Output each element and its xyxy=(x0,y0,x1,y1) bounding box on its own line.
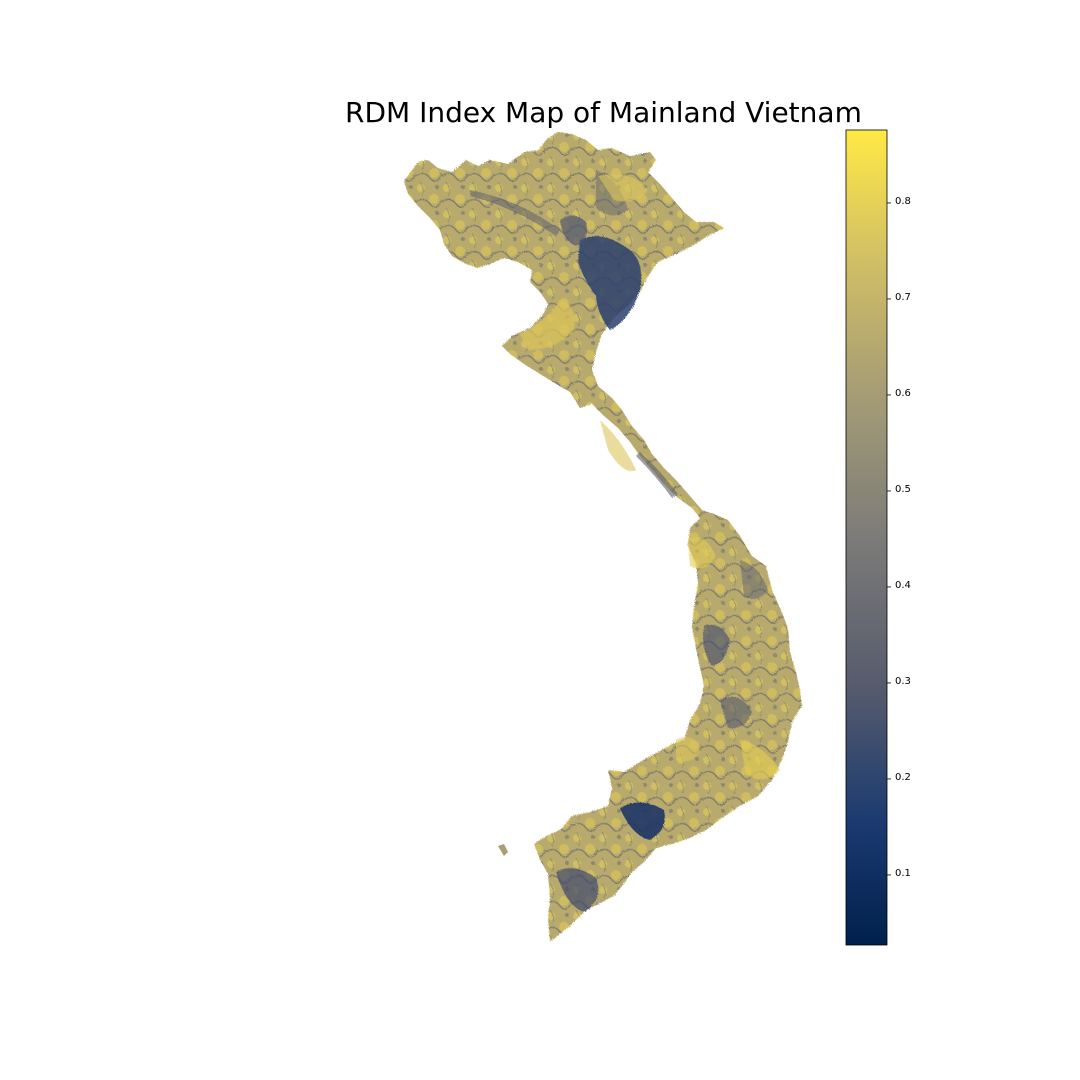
colorbar-tick-label-5: 0.6 xyxy=(895,387,911,399)
colorbar-tick-label-2: 0.3 xyxy=(895,675,911,687)
colorbar-frame xyxy=(845,129,888,946)
colorbar-tick-label-6: 0.7 xyxy=(895,291,911,303)
colorbar-tick-label-4: 0.5 xyxy=(895,483,911,495)
colorbar-tick-label-7: 0.8 xyxy=(895,195,911,207)
colorbar-gradient xyxy=(846,130,887,945)
high-index-zones xyxy=(520,173,780,780)
phu-quoc-island xyxy=(498,844,508,856)
low-index-zones xyxy=(470,170,768,912)
colorbar-tick-label-3: 0.4 xyxy=(895,579,911,591)
colorbar-tick-label-1: 0.2 xyxy=(895,771,911,783)
map-title: RDM Index Map of Mainland Vietnam xyxy=(345,96,862,129)
vietnam-landmass xyxy=(404,132,802,942)
colorbar-tick-label-0: 0.1 xyxy=(895,867,911,879)
colorbar-ticks xyxy=(887,202,891,876)
colorbar xyxy=(845,129,891,946)
